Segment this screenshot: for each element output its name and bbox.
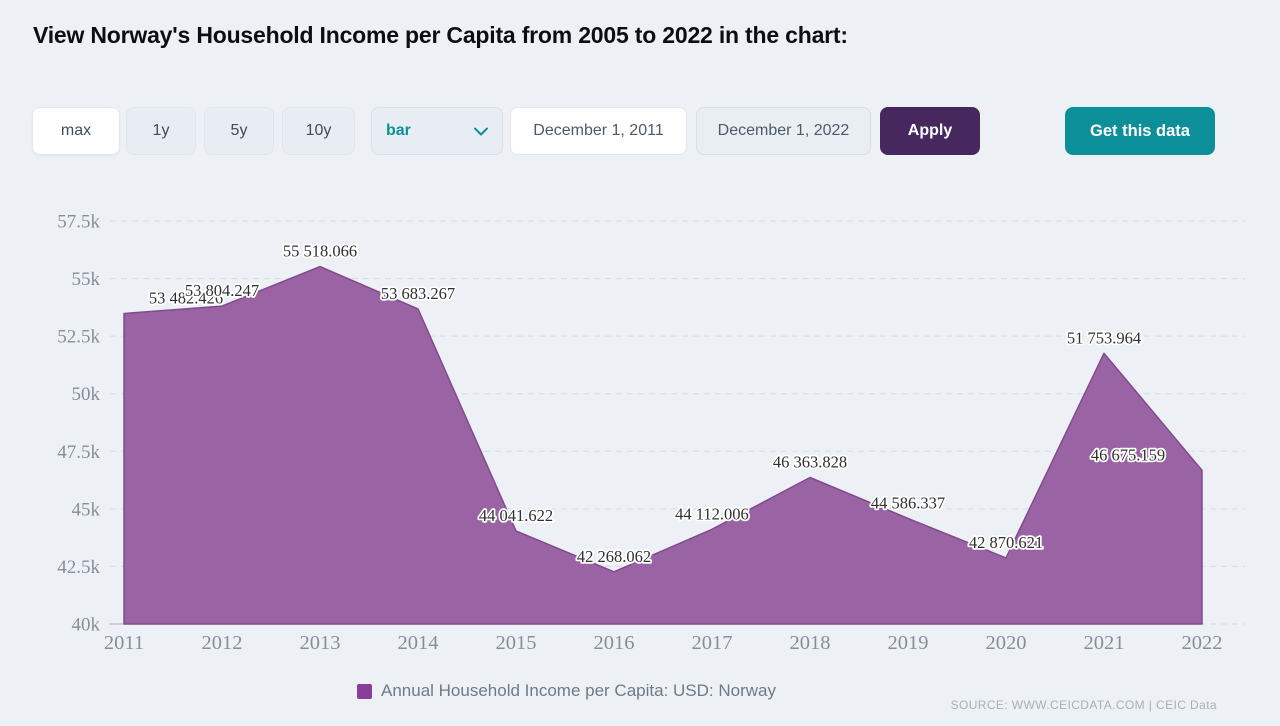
apply-button[interactable]: Apply [880,107,980,155]
y-axis-tick-label: 40k [72,615,101,636]
chart-legend: Annual Household Income per Capita: USD:… [357,681,776,701]
x-axis-tick-label: 2018 [790,632,831,654]
y-axis-tick-label: 47.5k [57,442,100,463]
data-point-label: 42 870.621 [969,533,1043,552]
y-axis-tick-label: 55k [72,269,101,290]
range-button-10y[interactable]: 10y [282,107,355,155]
chart-type-select-value: bar [386,122,411,139]
x-axis-tick-label: 2020 [986,632,1027,654]
x-axis-tick-label: 2017 [692,632,733,654]
data-point-label: 42 268.062 [577,547,651,566]
y-axis-tick-label: 45k [72,499,101,520]
x-axis-tick-label: 2014 [398,632,439,654]
legend-swatch [357,683,372,699]
data-point-label: 53 683.267 [381,284,455,303]
y-axis-tick-label: 57.5k [57,212,100,233]
x-axis-tick-label: 2015 [496,632,537,654]
x-axis-tick-label: 2013 [300,632,341,654]
x-axis-tick-label: 2011 [104,632,144,654]
chart-type-select[interactable]: bar [371,107,503,155]
y-axis-tick-label: 52.5k [57,327,100,348]
x-axis-tick-label: 2022 [1182,632,1223,654]
data-point-label: 46 675.159 [1091,445,1165,464]
data-point-label: 51 753.964 [1067,328,1141,347]
area-series[interactable] [123,265,1203,625]
data-point-label: 53 482.426 [149,289,223,308]
date-from-input[interactable] [510,107,687,155]
x-axis-tick-label: 2019 [888,632,929,654]
get-this-data-button[interactable]: Get this data [1065,107,1215,155]
x-axis-tick-label: 2021 [1084,632,1125,654]
data-point-label: 44 586.337 [871,493,945,512]
area-chart[interactable]: 57.5k 55k 52.5k 50k 47.5k 45k 42.5k 40k 2011 2012… [0,195,1280,670]
data-point-label: 44 041.622 [479,506,553,525]
data-point-label: 46 363.828 [773,452,847,471]
legend-label: Annual Household Income per Capita: USD:… [381,681,776,700]
data-point-label: 44 112.006 [675,504,749,523]
chevron-down-icon [474,127,488,136]
data-point-label: 53 804.247 [185,281,259,300]
x-axis-tick-label: 2012 [202,632,243,654]
x-axis-tick-label: 2016 [594,632,635,654]
data-point-label: 55 518.066 [283,242,357,261]
date-to-input[interactable] [696,107,871,155]
source-attribution: SOURCE: WWW.CEICDATA.COM | CEIC Data [950,698,1217,712]
range-button-max[interactable]: max [32,107,120,155]
page-title: View Norway's Household Income per Capit… [33,22,848,48]
range-button-1y[interactable]: 1y [126,107,196,155]
y-axis-tick-label: 42.5k [57,557,100,578]
range-button-5y[interactable]: 5y [204,107,274,155]
y-axis-tick-label: 50k [72,384,101,405]
